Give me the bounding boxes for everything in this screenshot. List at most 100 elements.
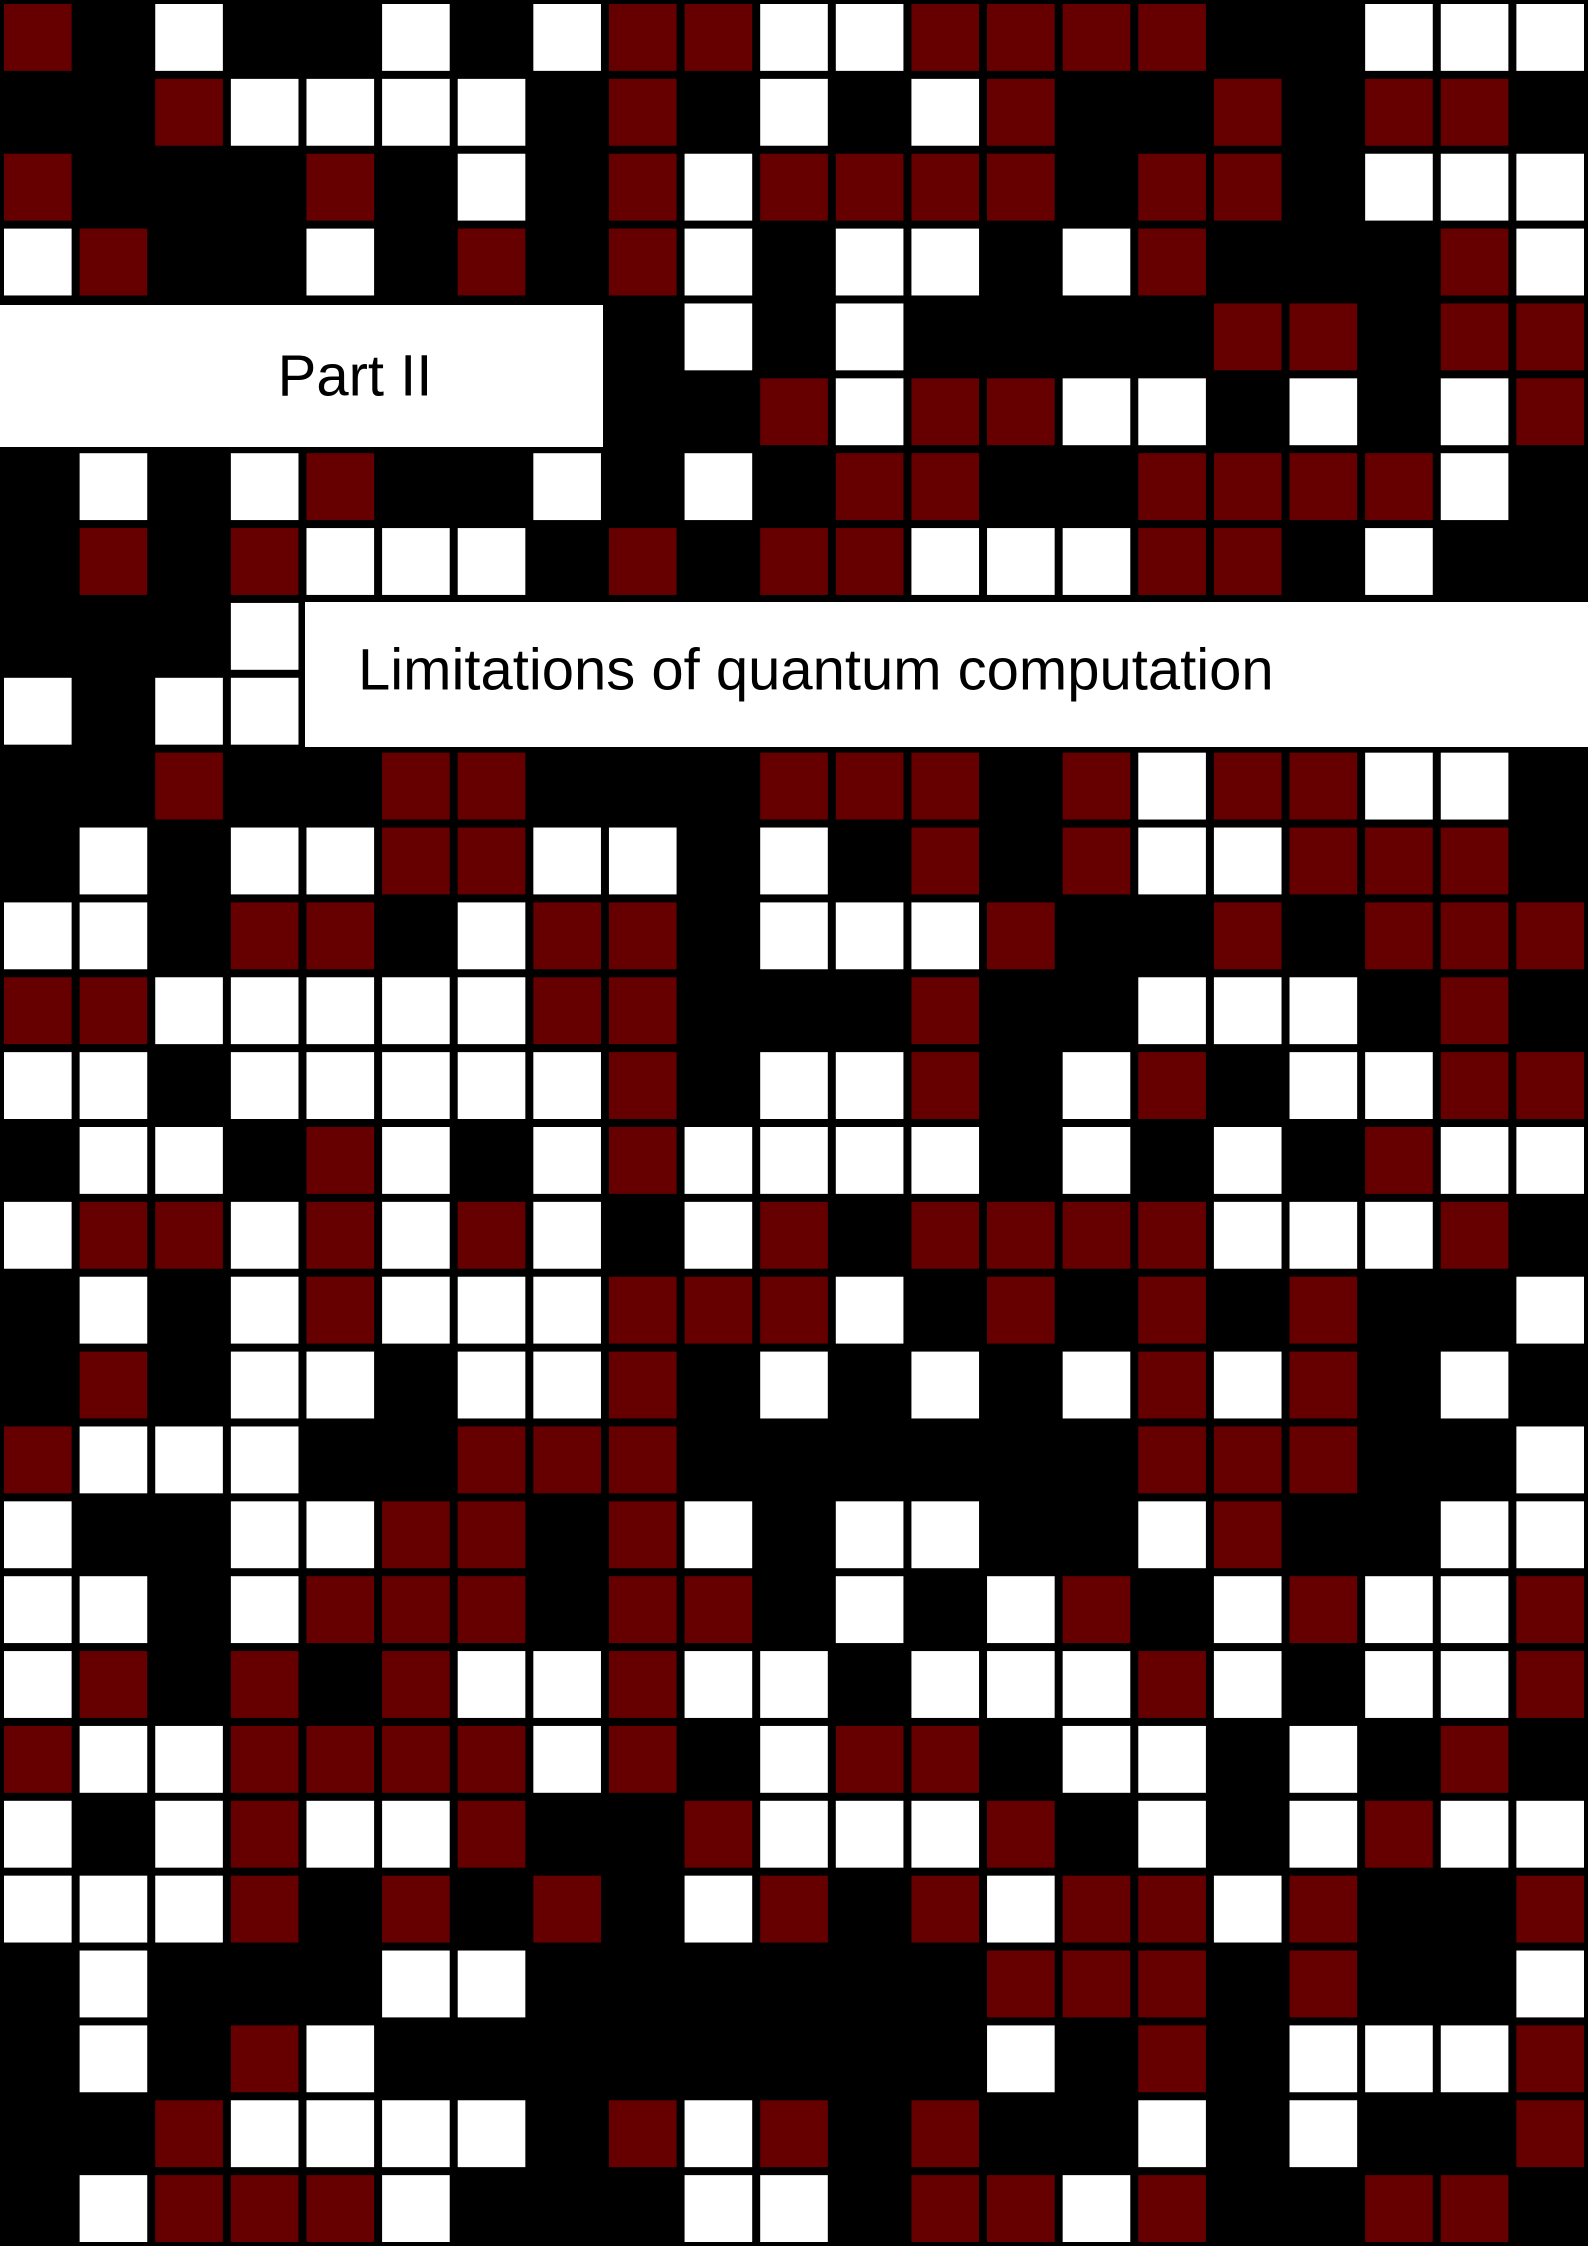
tile	[306, 528, 374, 595]
tile	[987, 902, 1055, 969]
tile	[382, 828, 450, 895]
tile	[1214, 1576, 1282, 1643]
tile	[1290, 828, 1358, 895]
tile	[155, 1726, 223, 1793]
tile	[1290, 453, 1358, 520]
tile	[836, 1726, 904, 1793]
part-label: Part II	[278, 343, 433, 408]
tile	[382, 977, 450, 1044]
tile	[533, 1277, 601, 1344]
tile	[231, 2100, 299, 2167]
tile	[1138, 2100, 1206, 2167]
tile	[1138, 4, 1206, 71]
tile	[1214, 154, 1282, 221]
tile	[987, 79, 1055, 146]
tile	[1138, 1426, 1206, 1493]
tile	[760, 528, 828, 595]
tile	[1290, 1951, 1358, 2018]
tile	[1441, 1127, 1509, 1194]
tile	[231, 453, 299, 520]
tile	[685, 453, 753, 520]
tile	[533, 902, 601, 969]
tile	[231, 2175, 299, 2242]
tile	[1290, 753, 1358, 820]
tile	[685, 154, 753, 221]
tile	[80, 977, 148, 1044]
tile	[155, 2100, 223, 2167]
tile	[4, 977, 72, 1044]
tile	[80, 453, 148, 520]
tile	[1214, 1426, 1282, 1493]
tile	[458, 1651, 526, 1718]
tile	[306, 154, 374, 221]
tile	[80, 1726, 148, 1793]
tile	[685, 1576, 753, 1643]
tile	[760, 1801, 828, 1868]
tile	[80, 1052, 148, 1119]
tile	[306, 1726, 374, 1793]
tile	[231, 1426, 299, 1493]
tile	[1290, 378, 1358, 445]
tile	[458, 154, 526, 221]
tile	[1516, 2100, 1584, 2167]
tile	[760, 1726, 828, 1793]
tile	[306, 79, 374, 146]
tile	[1516, 1127, 1584, 1194]
tile	[4, 1576, 72, 1643]
tile	[1441, 1801, 1509, 1868]
tile	[1063, 828, 1131, 895]
tile	[80, 229, 148, 296]
tile	[533, 4, 601, 71]
tile	[1063, 229, 1131, 296]
tile	[1138, 977, 1206, 1044]
tile	[685, 2175, 753, 2242]
tile	[685, 1277, 753, 1344]
tile	[685, 303, 753, 370]
tile	[382, 1951, 450, 2018]
tile	[1290, 1277, 1358, 1344]
tile	[1138, 1726, 1206, 1793]
tile	[155, 4, 223, 71]
tile	[231, 2025, 299, 2092]
tile	[1138, 753, 1206, 820]
tile	[231, 977, 299, 1044]
tile	[1138, 1501, 1206, 1568]
tile	[1063, 2175, 1131, 2242]
tile	[836, 1277, 904, 1344]
tile	[533, 1202, 601, 1269]
tile	[685, 1202, 753, 1269]
tile	[1138, 1202, 1206, 1269]
tile	[231, 1501, 299, 1568]
tile	[458, 828, 526, 895]
tile	[911, 79, 979, 146]
tile	[4, 1501, 72, 1568]
tile	[80, 2175, 148, 2242]
tile	[306, 2100, 374, 2167]
tile	[836, 154, 904, 221]
tile	[306, 229, 374, 296]
tile	[1516, 902, 1584, 969]
tile	[911, 2100, 979, 2167]
tile	[685, 4, 753, 71]
tile	[4, 902, 72, 969]
tile	[4, 1651, 72, 1718]
tile	[685, 1801, 753, 1868]
tile	[1365, 1127, 1433, 1194]
tile	[987, 1651, 1055, 1718]
tile	[458, 1052, 526, 1119]
tile	[306, 977, 374, 1044]
tile	[609, 79, 677, 146]
tile	[1441, 303, 1509, 370]
tile	[4, 1726, 72, 1793]
tile	[1214, 303, 1282, 370]
tile	[1441, 4, 1509, 71]
tile	[836, 1576, 904, 1643]
tile	[1290, 1052, 1358, 1119]
tile	[533, 1651, 601, 1718]
tile	[1063, 528, 1131, 595]
tile	[155, 1876, 223, 1943]
tile	[1214, 828, 1282, 895]
tile	[987, 2175, 1055, 2242]
tile	[609, 528, 677, 595]
tile	[382, 1576, 450, 1643]
